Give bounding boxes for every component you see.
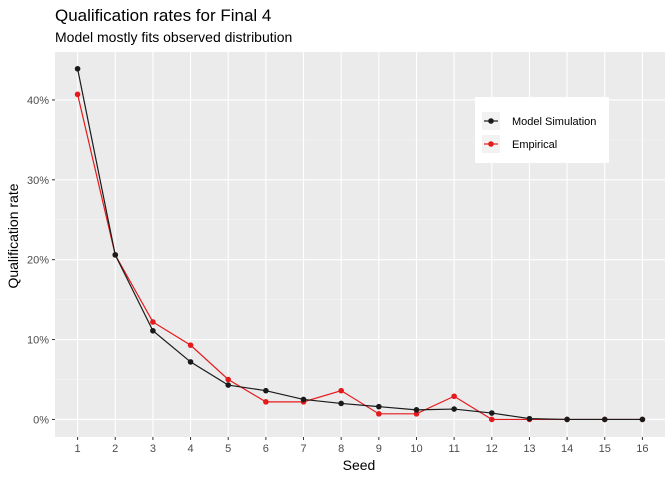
data-point (300, 396, 307, 403)
data-point (601, 416, 608, 423)
y-tick-label: 10% (27, 335, 49, 347)
legend-key-point (488, 141, 494, 147)
chart-subtitle: Model mostly fits observed distribution (55, 29, 292, 45)
legend-key-point (488, 118, 494, 124)
x-tick-label: 3 (150, 443, 156, 455)
data-point (225, 376, 232, 383)
major-gridlines (55, 52, 665, 437)
y-axis: 0% 10% 20% 30% 40% (27, 95, 55, 426)
x-tick-label: 16 (636, 443, 648, 455)
data-point (376, 411, 382, 417)
x-tick-label: 5 (225, 443, 231, 455)
data-point (488, 416, 495, 423)
x-tick-label: 2 (112, 443, 118, 455)
data-point (451, 406, 457, 412)
legend-item: Empirical (482, 135, 557, 153)
x-tick-label: 12 (486, 443, 498, 455)
data-point (74, 91, 81, 98)
y-tick-label: 40% (27, 95, 49, 107)
data-point (187, 342, 194, 348)
data-point (451, 393, 457, 400)
data-point (112, 252, 119, 258)
legend: Model Simulation Empirical (475, 97, 609, 163)
legend-item: Model Simulation (482, 112, 596, 130)
data-point (338, 400, 344, 407)
data-point (639, 416, 646, 423)
data-point (187, 359, 194, 365)
data-point (526, 415, 533, 422)
x-tick-label: 13 (523, 443, 535, 455)
data-point (564, 416, 570, 423)
x-tick-label: 1 (75, 443, 81, 455)
x-tick-label: 9 (376, 443, 382, 455)
data-point (263, 399, 269, 405)
x-tick-label: 14 (561, 443, 573, 455)
y-tick-label: 0% (33, 414, 49, 426)
data-point (413, 407, 420, 413)
series-line (77, 68, 643, 421)
series-layer (74, 65, 646, 423)
x-tick-label: 6 (263, 443, 269, 455)
y-axis-title: Qualification rate (5, 183, 21, 288)
legend-label: Empirical (512, 139, 557, 151)
legend-label: Model Simulation (512, 116, 596, 128)
x-tick-label: 7 (300, 443, 306, 455)
data-point (263, 387, 269, 394)
minor-gridlines (55, 139, 665, 380)
data-point (150, 319, 156, 325)
x-tick-label: 11 (448, 443, 459, 455)
y-tick-label: 30% (27, 175, 49, 187)
data-point (338, 387, 344, 394)
x-axis: 1 2 3 4 5 6 7 8 9 10 11 12 13 14 15 16 (75, 437, 649, 455)
series-model-simulation (74, 65, 646, 423)
x-tick-label: 15 (599, 443, 611, 455)
x-tick-label: 10 (410, 443, 422, 455)
data-point (376, 403, 382, 410)
chart-title: Qualification rates for Final 4 (55, 6, 271, 25)
data-point (150, 327, 156, 334)
data-point (225, 382, 232, 388)
x-tick-label: 8 (338, 443, 344, 455)
data-point (488, 410, 495, 416)
data-point (74, 65, 81, 72)
x-axis-title: Seed (343, 457, 376, 473)
x-tick-label: 4 (187, 443, 193, 455)
y-tick-label: 20% (27, 255, 49, 267)
data-point (413, 411, 420, 417)
